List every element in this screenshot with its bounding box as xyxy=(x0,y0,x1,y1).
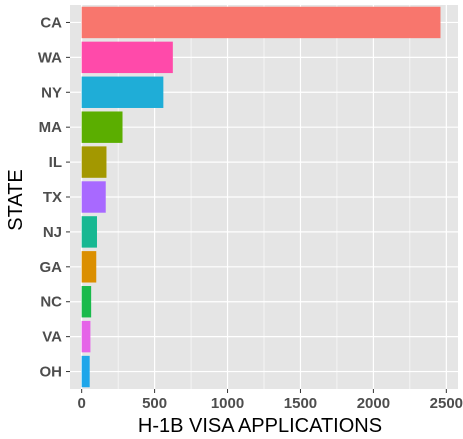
bar-oh xyxy=(81,355,90,388)
bar-tx xyxy=(81,181,106,213)
y-tick-label: GA xyxy=(40,259,63,276)
x-tick-label: 0 xyxy=(77,395,85,412)
y-tick-label: NY xyxy=(41,84,62,101)
x-tick-label: 2500 xyxy=(430,395,463,412)
bar-ma xyxy=(81,111,123,143)
bar-ny xyxy=(81,76,164,108)
y-tick-label: OH xyxy=(40,364,63,381)
y-tick-label: WA xyxy=(38,49,62,66)
y-axis: CA WA NY MA IL TX NJ GA NC VA OH xyxy=(38,14,70,381)
x-axis: 0 500 1000 1500 2000 2500 xyxy=(77,389,463,412)
y-tick-label: NC xyxy=(40,294,62,311)
bar-ca xyxy=(81,6,441,39)
y-tick-label: NJ xyxy=(43,224,62,241)
bar-il xyxy=(81,146,107,178)
x-tick-label: 2000 xyxy=(357,395,390,412)
bar-ga xyxy=(81,251,97,283)
y-tick-label: VA xyxy=(42,329,62,346)
x-tick-label: 1000 xyxy=(211,395,244,412)
x-axis-title: H-1B VISA APPLICATIONS xyxy=(138,415,382,437)
y-tick-label: CA xyxy=(40,14,62,31)
x-tick-label: 500 xyxy=(142,395,167,412)
y-tick-label: IL xyxy=(49,154,62,171)
x-tick-label: 1500 xyxy=(284,395,317,412)
y-tick-label: TX xyxy=(43,189,62,206)
y-axis-title: STATE xyxy=(5,169,27,230)
bar-nj xyxy=(81,216,97,248)
y-tick-label: MA xyxy=(39,119,62,136)
bar-nc xyxy=(81,286,92,318)
grid-lines xyxy=(70,5,458,389)
bar-va xyxy=(81,320,91,353)
bar-wa xyxy=(81,41,173,74)
bars xyxy=(81,6,441,388)
